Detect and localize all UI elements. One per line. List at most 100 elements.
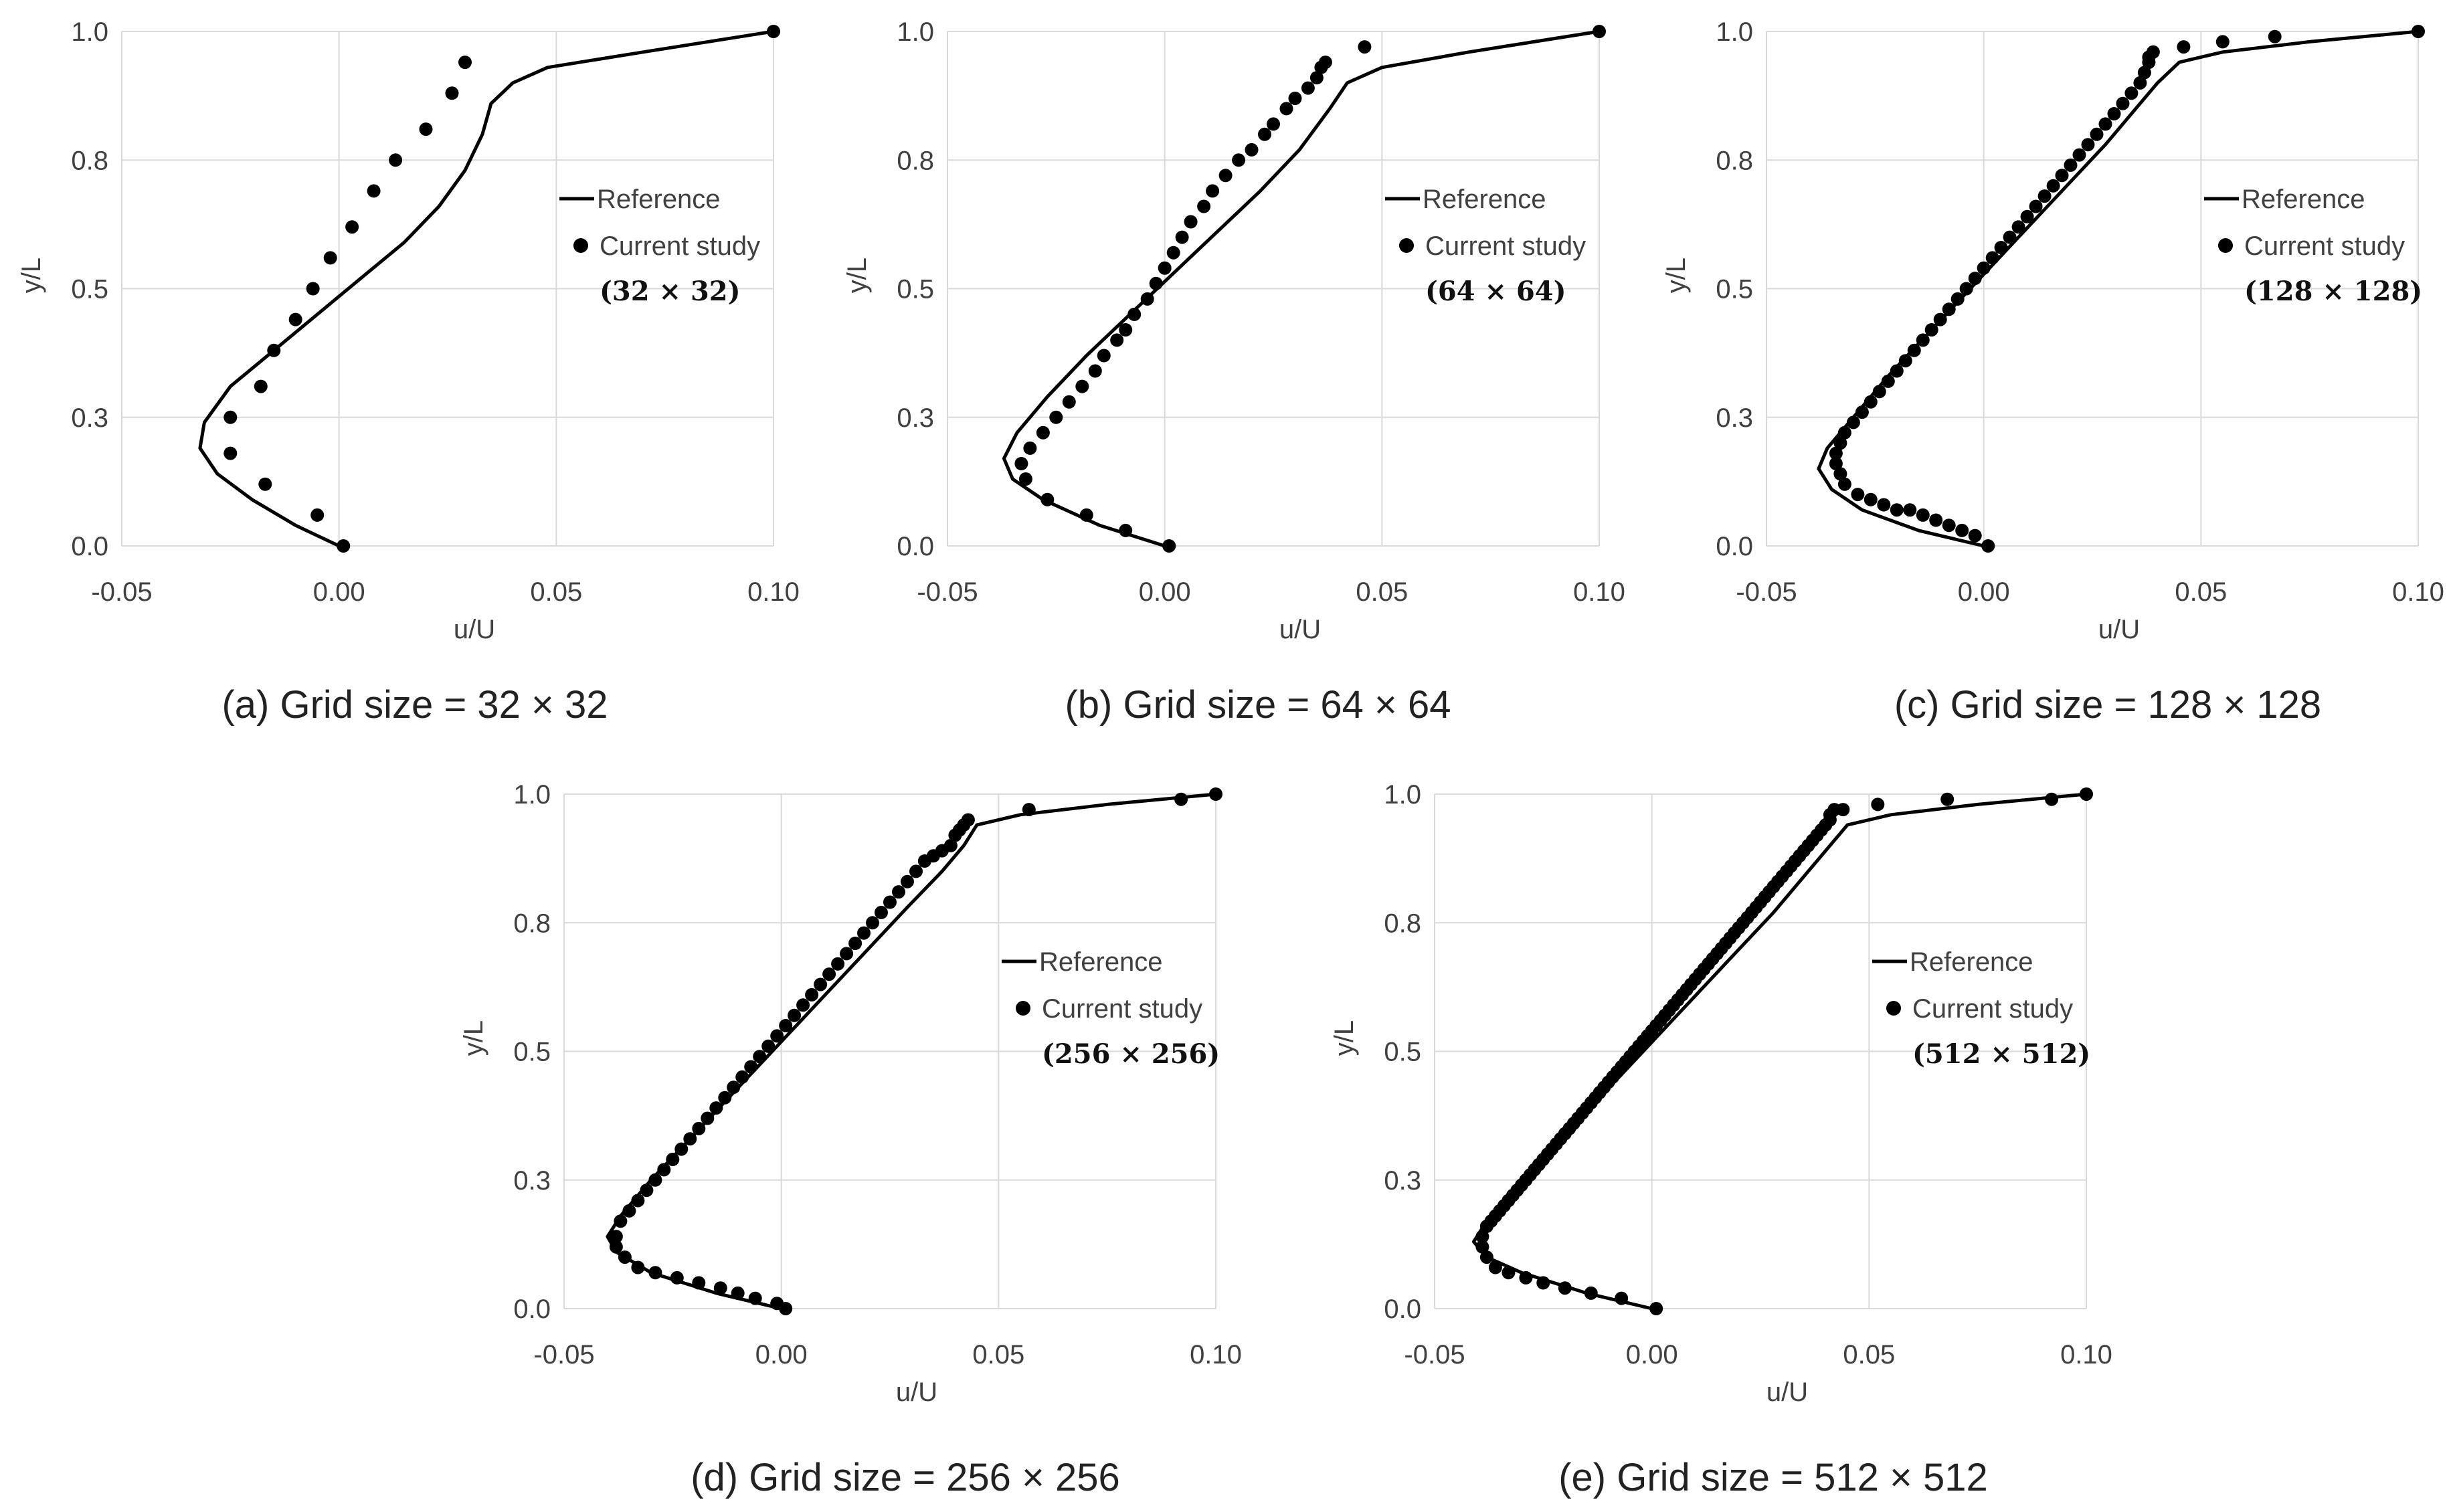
data-point [2124, 86, 2139, 100]
y-tick-label: 0.8 [1384, 909, 1421, 938]
x-axis-title: u/U [2098, 615, 2140, 644]
data-point [310, 508, 325, 522]
data-point [761, 1039, 776, 1053]
data-point [1837, 426, 1851, 440]
data-point [1584, 1286, 1598, 1300]
data-point [337, 539, 351, 553]
data-point [2107, 107, 2121, 120]
data-point [788, 1008, 802, 1022]
x-tick-label: 0.05 [1843, 1340, 1895, 1369]
legend-grid-size: (512 × 512) [1912, 1038, 2090, 1070]
data-point [1950, 292, 1965, 306]
y-tick-label: 0.5 [513, 1038, 551, 1067]
chart-panel-b: -0.05 0.00 0.05 0.10 0.0 0.3 0.5 0.8 1.0 u/U y/L Re… [839, 7, 1642, 743]
data-point [1197, 199, 1211, 213]
data-point [814, 977, 828, 991]
y-tick-label: 0.0 [71, 532, 108, 561]
y-tick-label: 0.0 [897, 532, 934, 561]
data-point [857, 926, 871, 940]
data-point [1502, 1266, 1516, 1280]
data-point [1119, 323, 1133, 337]
data-point [701, 1111, 715, 1125]
x-tick-label: 0.05 [530, 577, 582, 607]
data-point [840, 947, 854, 961]
y-tick-label: 0.5 [71, 275, 108, 304]
x-tick-label: 0.00 [1626, 1340, 1678, 1369]
data-point [2215, 35, 2230, 49]
data-point [1358, 40, 1372, 54]
y-tick-label: 1.0 [513, 780, 551, 810]
data-point [1907, 343, 1921, 357]
data-point [1833, 467, 1847, 481]
y-tick-label: 0.5 [897, 275, 934, 304]
legend-marker-icon [1886, 1001, 1901, 1016]
data-point [1110, 333, 1124, 347]
data-point [306, 282, 320, 296]
data-point [901, 874, 914, 888]
data-point [1479, 1250, 1493, 1264]
data-point [718, 1091, 732, 1105]
data-point [1942, 302, 1956, 316]
legend-grid-size: (256 × 256) [1042, 1038, 1220, 1070]
data-point [961, 813, 975, 827]
y-tick-label: 0.0 [513, 1295, 551, 1324]
data-point [692, 1276, 706, 1290]
data-point [1162, 539, 1176, 553]
data-point [1981, 539, 1995, 553]
legend-marker-icon [1016, 1001, 1030, 1016]
data-point [1871, 797, 1885, 812]
data-point [1933, 312, 1947, 326]
data-point [767, 25, 780, 38]
data-point [1036, 426, 1050, 440]
x-tick-label: 0.05 [972, 1340, 1024, 1369]
data-point [1040, 492, 1055, 506]
data-point [1097, 349, 1111, 363]
data-point [1184, 215, 1198, 229]
x-tick-label: 0.10 [2060, 1340, 2112, 1369]
data-point [1837, 477, 1851, 491]
data-point [2080, 787, 2093, 801]
x-tick-label: -0.05 [917, 577, 978, 607]
legend-current-study: Current study [600, 231, 760, 261]
data-point [1309, 71, 1324, 85]
caption-e: (e) Grid size = 512 × 512 [1558, 1456, 1988, 1499]
data-point [1175, 230, 1189, 244]
data-point [1829, 446, 1843, 460]
data-point [640, 1184, 654, 1198]
data-point [1877, 498, 1891, 512]
data-point [666, 1153, 680, 1166]
data-point [631, 1194, 645, 1208]
data-point [883, 895, 897, 909]
y-tick-label: 0.0 [1716, 532, 1753, 561]
y-tick-label: 0.5 [1384, 1038, 1421, 1067]
data-point [367, 184, 381, 198]
data-point [2137, 66, 2151, 80]
data-point [2146, 45, 2160, 59]
data-point [419, 122, 433, 136]
data-point [1318, 56, 1332, 70]
data-point [770, 1029, 784, 1043]
data-point [2098, 117, 2112, 131]
data-point [670, 1270, 684, 1285]
data-point [618, 1250, 632, 1264]
legend-current-study: Current study [1912, 994, 2073, 1024]
y-tick-label: 0.5 [1716, 275, 1753, 304]
data-point [1833, 436, 1847, 450]
data-point [748, 1291, 762, 1305]
data-point [2072, 148, 2086, 162]
reference-line [1002, 29, 1600, 548]
data-point [1519, 1270, 1533, 1285]
data-point [1206, 184, 1220, 198]
data-point [1475, 1230, 1489, 1244]
data-point [1018, 472, 1032, 486]
data-point [622, 1204, 636, 1218]
data-point [1301, 81, 1315, 95]
data-point [1022, 803, 1036, 817]
legend-grid-size: (128 × 128) [2244, 276, 2422, 307]
y-tick-label: 1.0 [1384, 780, 1421, 810]
data-point [1079, 508, 1093, 522]
data-point [2045, 792, 2059, 806]
data-point [445, 86, 459, 100]
y-tick-label: 0.0 [1384, 1295, 1421, 1324]
data-point [770, 1297, 784, 1311]
